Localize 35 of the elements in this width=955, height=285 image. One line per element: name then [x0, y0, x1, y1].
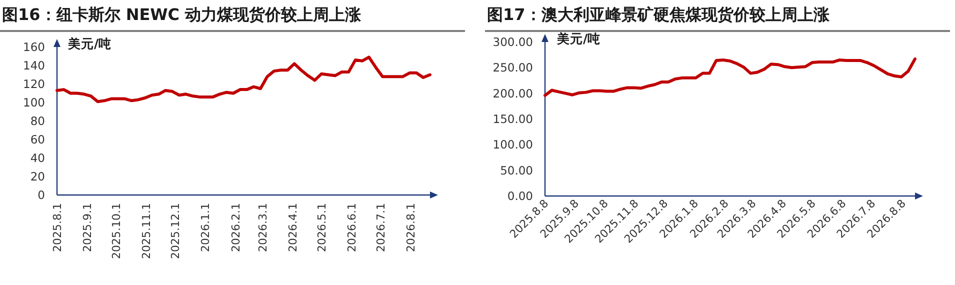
x-tick-label: 2026.6.1 [346, 203, 359, 252]
y-tick-label: 150.00 [492, 112, 533, 126]
x-tick-label: 2026.1.1 [199, 203, 212, 252]
y-tick-label: 160 [23, 40, 45, 54]
y-tick-label: 50.00 [500, 163, 533, 178]
x-tick-label: 2026.3.1 [256, 203, 270, 252]
y-tick-label: 250.00 [492, 60, 533, 75]
y-tick-label: 80 [30, 114, 45, 128]
x-tick-label: 2026.4.1 [286, 203, 300, 252]
y-tick-label: 300.00 [492, 35, 533, 49]
y-tick-label: 100.00 [492, 138, 533, 152]
y-tick-label: 140 [23, 58, 45, 72]
y-tick-label: 0.00 [507, 189, 533, 203]
y-tick-label: 100 [23, 96, 45, 110]
y-tick-label: 200.00 [492, 86, 533, 100]
x-tick-label: 2026.2.1 [229, 203, 242, 252]
x-tick-label: 2025.8.1 [51, 203, 64, 252]
y-axis-title: 美元/吨 [67, 36, 112, 51]
x-tick-label: 2025.11.1 [140, 203, 154, 259]
line-series [544, 57, 916, 97]
x-tick-label: 2025.10.1 [110, 203, 124, 259]
y-axis-title: 美元/吨 [556, 31, 601, 46]
x-tick-label: 2025.9.1 [81, 203, 94, 252]
y-tick-label: 20 [30, 170, 45, 184]
x-tick-label: 2026.7.1 [374, 203, 388, 252]
chart-title: 图17：澳大利亚峰景矿硬焦煤现货价较上周上涨 [487, 5, 830, 24]
x-tick-label: 2025.12.1 [169, 203, 182, 259]
x-tick-label: 2026.8.1 [404, 203, 418, 252]
y-tick-label: 40 [30, 151, 45, 165]
chart-title: 图16：纽卡斯尔 NEWC 动力煤现货价较上周上涨 [2, 5, 362, 24]
y-tick-label: 60 [30, 132, 45, 146]
line-series [56, 56, 432, 104]
x-tick-label: 2026.5.1 [315, 203, 328, 252]
y-tick-label: 120 [23, 77, 45, 91]
y-tick-label: 0 [38, 188, 45, 202]
